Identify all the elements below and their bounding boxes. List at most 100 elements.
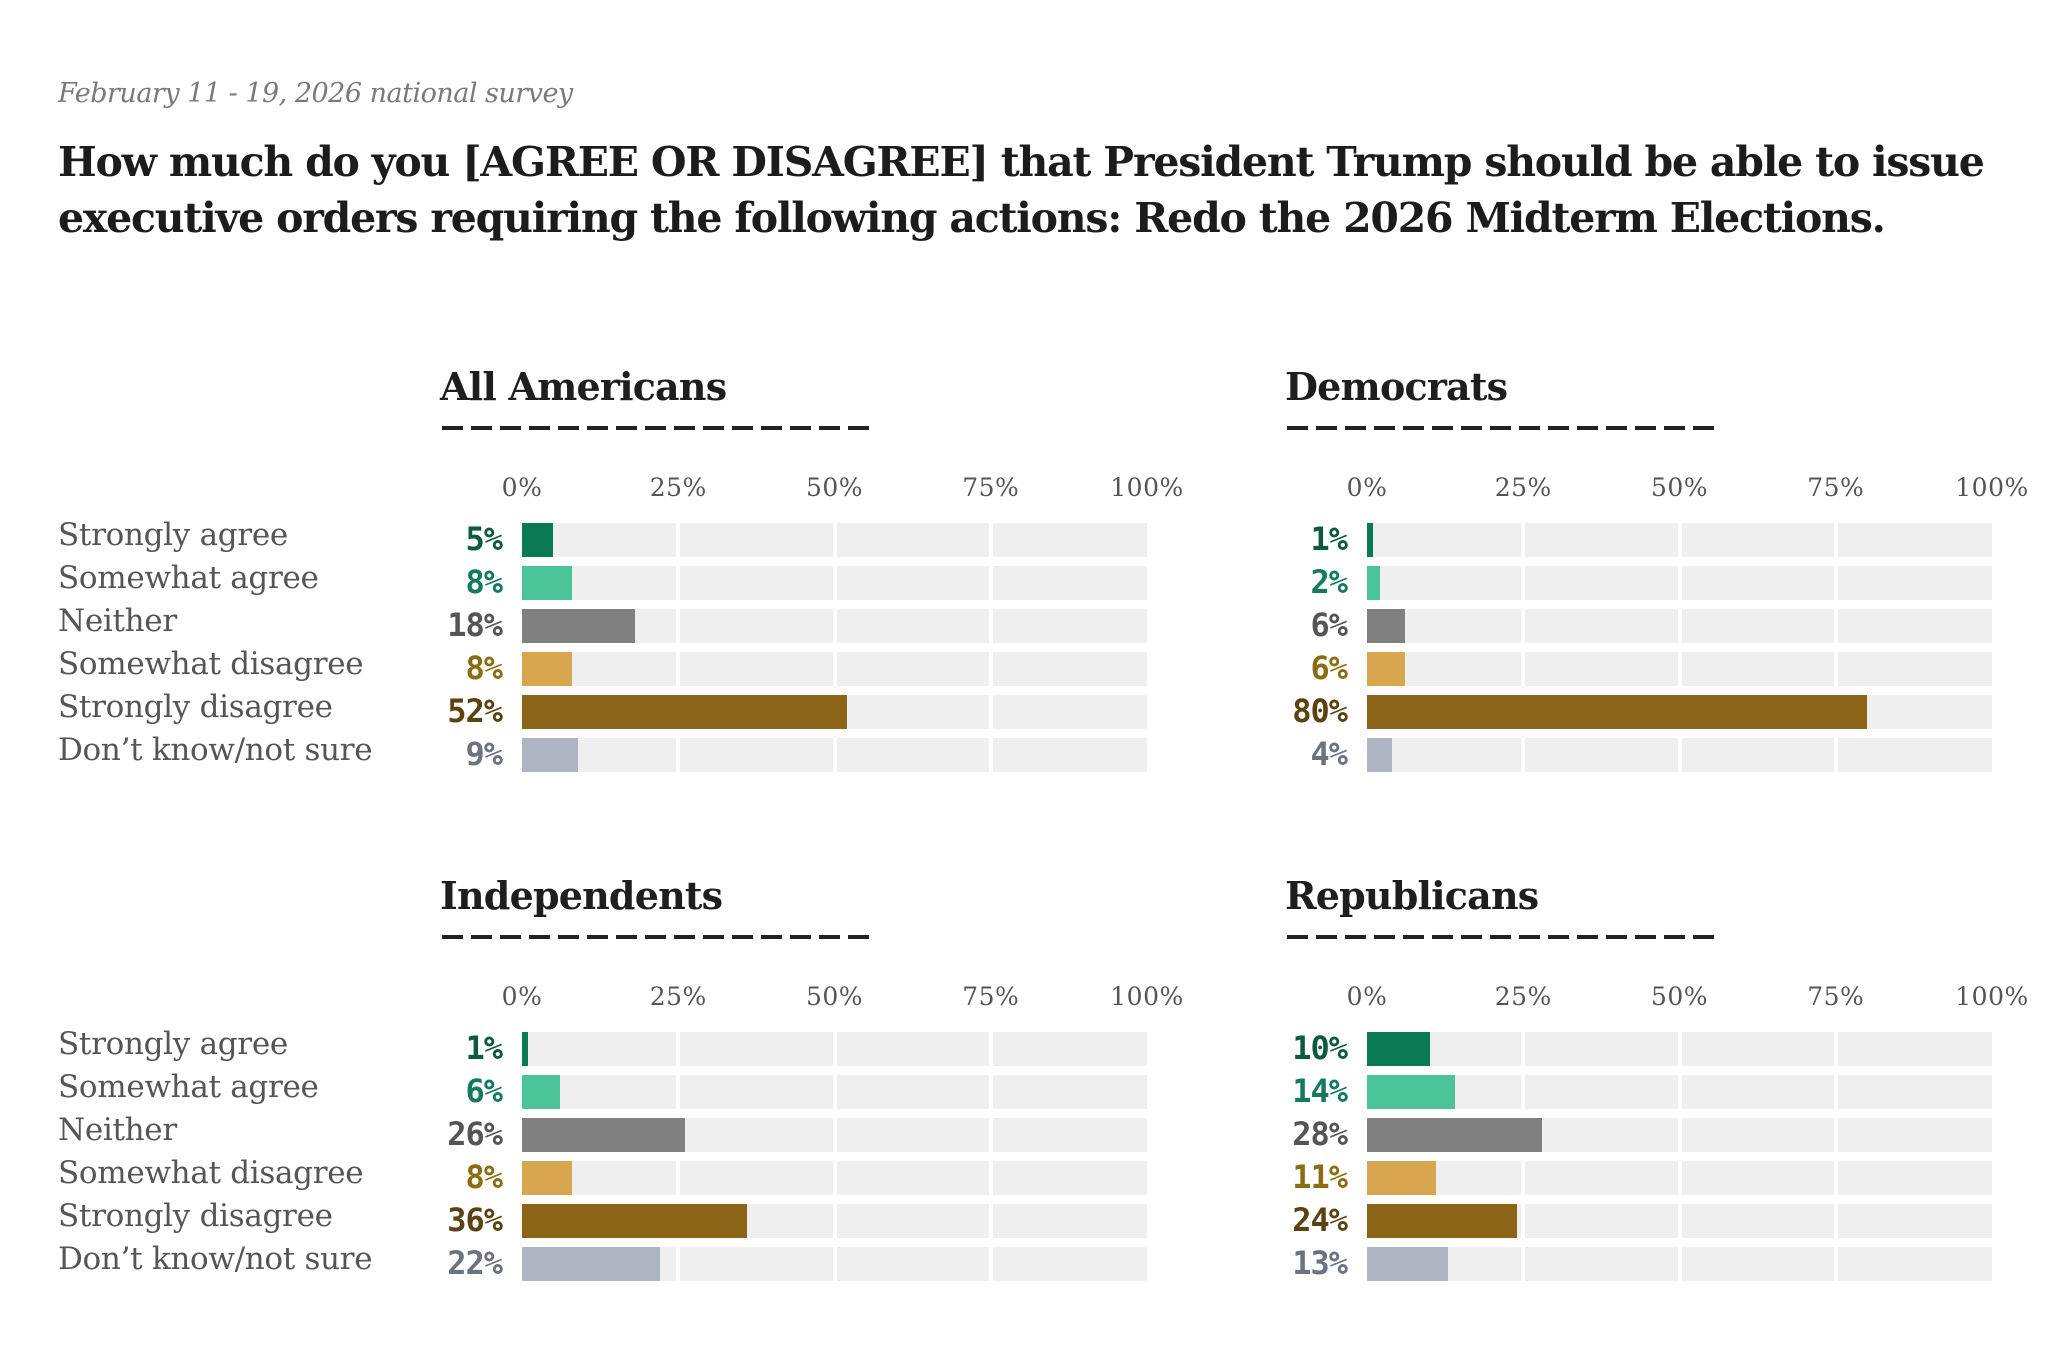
bar-track-segment <box>1837 523 1992 557</box>
value-label: 1% <box>1310 520 1348 558</box>
bar-track-segment <box>836 1161 989 1195</box>
bar-track-segment <box>680 1118 833 1152</box>
panel-title: Republicans <box>1285 873 1539 918</box>
bar-don-t-know-not-sure[interactable] <box>1367 1247 1449 1281</box>
category-label: Somewhat agree <box>58 1069 319 1105</box>
bar-track-segment <box>1525 1161 1678 1195</box>
bar-somewhat-agree[interactable] <box>522 1075 560 1109</box>
bar-track-segment <box>680 1161 833 1195</box>
value-label: 6% <box>465 1072 503 1110</box>
bar-track-segment <box>836 1032 989 1066</box>
x-tick-label: 75% <box>962 473 1020 502</box>
bar-neither[interactable] <box>522 1118 685 1152</box>
bar-track-segment <box>836 1075 989 1109</box>
panel-title: Democrats <box>1285 364 1508 409</box>
bar-track-segment <box>1837 1247 1992 1281</box>
bar-don-t-know-not-sure[interactable] <box>522 738 579 772</box>
bar-track-segment <box>1681 1032 1834 1066</box>
bar-track-segment <box>836 1247 989 1281</box>
x-tick-label: 0% <box>501 473 543 502</box>
bar-track-segment <box>836 566 989 600</box>
bar-strongly-agree[interactable] <box>1367 1032 1430 1066</box>
bar-track-segment <box>1837 566 1992 600</box>
bar-strongly-agree[interactable] <box>522 523 554 557</box>
bar-strongly-disagree[interactable] <box>522 695 847 729</box>
bar-somewhat-disagree[interactable] <box>522 652 572 686</box>
bar-somewhat-disagree[interactable] <box>1367 1161 1436 1195</box>
x-tick-label: 25% <box>649 473 707 502</box>
bar-neither[interactable] <box>1367 609 1405 643</box>
bar-track-segment <box>992 609 1147 643</box>
category-label: Somewhat disagree <box>58 1155 364 1191</box>
x-tick-label: 25% <box>649 982 707 1011</box>
x-tick-label: 25% <box>1494 982 1552 1011</box>
x-tick-label: 100% <box>1955 982 2029 1011</box>
x-tick-label: 100% <box>1955 473 2029 502</box>
bar-track-segment <box>1681 523 1834 557</box>
bar-track-segment <box>1681 1247 1834 1281</box>
bar-somewhat-disagree[interactable] <box>522 1161 572 1195</box>
value-label: 5% <box>465 520 503 558</box>
value-label: 8% <box>465 649 503 687</box>
x-tick-label: 75% <box>962 982 1020 1011</box>
bar-track-segment <box>1525 738 1678 772</box>
value-label: 52% <box>447 692 503 730</box>
bar-track-segment <box>1837 1075 1992 1109</box>
bar-track-segment <box>836 652 989 686</box>
x-tick-label: 100% <box>1110 982 1184 1011</box>
x-tick-label: 0% <box>501 982 543 1011</box>
bar-track-segment <box>1681 609 1834 643</box>
x-tick-label: 100% <box>1110 473 1184 502</box>
value-label: 80% <box>1292 692 1348 730</box>
bar-strongly-disagree[interactable] <box>1367 695 1867 729</box>
panel-title-dashed-rule <box>442 426 869 430</box>
panel-title: Independents <box>440 873 723 918</box>
bar-strongly-agree[interactable] <box>1367 523 1374 557</box>
value-label: 9% <box>465 735 503 773</box>
bar-track-segment <box>1681 1204 1834 1238</box>
category-label: Don’t know/not sure <box>58 732 373 768</box>
value-label: 28% <box>1292 1115 1348 1153</box>
bar-somewhat-disagree[interactable] <box>1367 652 1405 686</box>
value-label: 26% <box>447 1115 503 1153</box>
bar-track-segment <box>1681 566 1834 600</box>
bar-somewhat-agree[interactable] <box>1367 566 1380 600</box>
bar-track-segment <box>992 1204 1147 1238</box>
bar-track-segment <box>1837 1032 1992 1066</box>
bar-track-segment <box>836 1204 989 1238</box>
bar-track-segment <box>680 609 833 643</box>
bar-track-segment <box>680 1032 833 1066</box>
bar-strongly-agree[interactable] <box>522 1032 529 1066</box>
bar-somewhat-agree[interactable] <box>522 566 572 600</box>
bar-neither[interactable] <box>1367 1118 1542 1152</box>
panel-title: All Americans <box>440 364 727 409</box>
bar-track-segment <box>1525 566 1678 600</box>
bar-somewhat-agree[interactable] <box>1367 1075 1455 1109</box>
value-label: 13% <box>1292 1244 1348 1282</box>
value-label: 1% <box>465 1029 503 1067</box>
bar-don-t-know-not-sure[interactable] <box>522 1247 660 1281</box>
bar-strongly-disagree[interactable] <box>1367 1204 1517 1238</box>
bar-track-segment <box>1837 1118 1992 1152</box>
bar-track-segment <box>836 609 989 643</box>
x-tick-label: 75% <box>1807 982 1865 1011</box>
bar-track-segment <box>992 1161 1147 1195</box>
bar-track-segment <box>1367 566 1522 600</box>
question-title: How much do you [AGREE OR DISAGREE] that… <box>58 138 1985 242</box>
value-label: 8% <box>465 563 503 601</box>
bar-strongly-disagree[interactable] <box>522 1204 747 1238</box>
bar-track-segment <box>1525 1118 1678 1152</box>
bar-track-segment <box>1367 738 1522 772</box>
value-label: 8% <box>465 1158 503 1196</box>
bar-track-segment <box>1681 738 1834 772</box>
category-label: Don’t know/not sure <box>58 1241 373 1277</box>
bar-don-t-know-not-sure[interactable] <box>1367 738 1392 772</box>
x-tick-label: 50% <box>805 982 864 1011</box>
bar-neither[interactable] <box>522 609 635 643</box>
bar-track-segment <box>992 1118 1147 1152</box>
bar-track-segment <box>836 695 989 729</box>
bar-track-segment <box>1837 738 1992 772</box>
panel-title-dashed-rule <box>1287 426 1714 430</box>
x-tick-label: 75% <box>1807 473 1865 502</box>
bar-track-segment <box>1681 652 1834 686</box>
